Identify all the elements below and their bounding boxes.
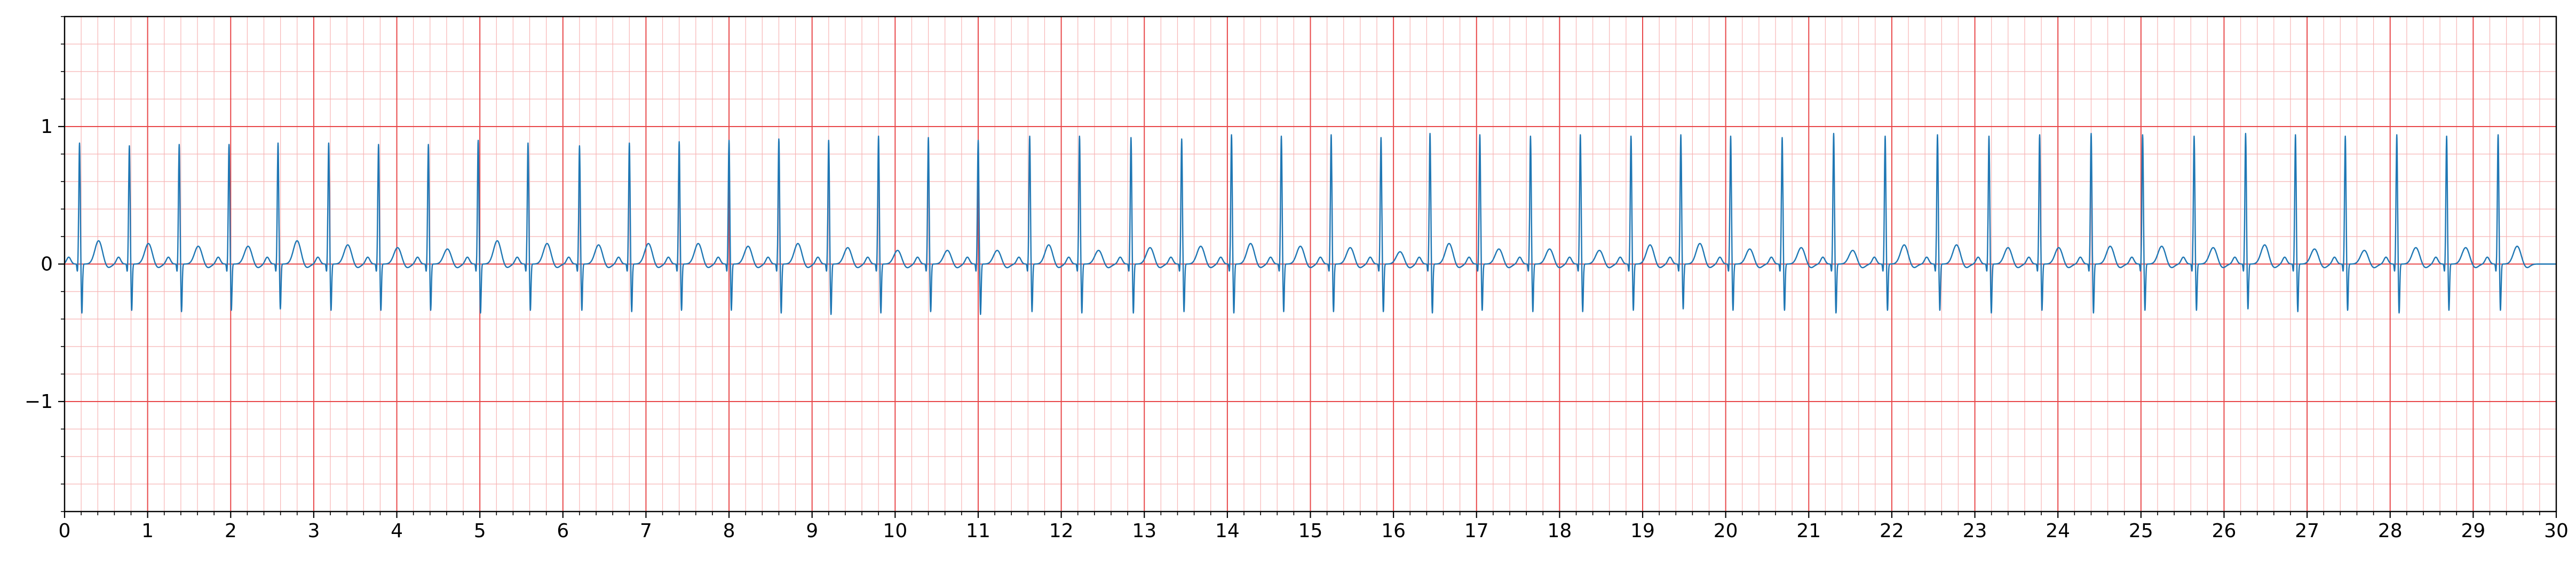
- x-tick-label: 17: [1464, 520, 1489, 542]
- series-layer: [64, 132, 2557, 315]
- x-tick-label: 29: [2461, 520, 2485, 542]
- ticks-layer: 0 1 2 3 4 5 6 7 8 9 10 11 12 13 14 15 16 17 18 19 20 21 22 23 24…: [25, 16, 2569, 542]
- x-tick-label: 10: [883, 520, 907, 542]
- x-tick-label: 18: [1547, 520, 1572, 542]
- ecg-trace: [64, 132, 2557, 315]
- x-tick-label: 9: [806, 520, 818, 542]
- x-tick-label: 12: [1049, 520, 1074, 542]
- x-tick-label: 11: [966, 520, 990, 542]
- x-tick-label: 7: [640, 520, 652, 542]
- x-tick-label: 15: [1298, 520, 1323, 542]
- x-tick-label: 4: [391, 520, 403, 542]
- x-tick-label: 14: [1215, 520, 1240, 542]
- x-tick-label: 22: [1880, 520, 1904, 542]
- x-tick-label: 30: [2544, 520, 2569, 542]
- x-tick-label: 0: [59, 520, 71, 542]
- x-tick-label: 23: [1963, 520, 1987, 542]
- x-tick-label: 5: [474, 520, 486, 542]
- x-tick-label: 3: [307, 520, 320, 542]
- major-grid: [64, 17, 2557, 512]
- x-tick-label: 6: [557, 520, 569, 542]
- x-tick-label: 19: [1630, 520, 1655, 542]
- x-tick-label: 28: [2378, 520, 2403, 542]
- x-tick-label: 27: [2295, 520, 2319, 542]
- x-tick-label: 26: [2212, 520, 2237, 542]
- x-tick-label: 1: [141, 520, 154, 542]
- x-tick-label: 24: [2046, 520, 2070, 542]
- x-tick-label: 21: [1796, 520, 1821, 542]
- x-tick-label: 20: [1714, 520, 1738, 542]
- x-tick-label: 8: [723, 520, 735, 542]
- y-tick-label: 1: [41, 116, 53, 138]
- x-tick-label: 16: [1381, 520, 1406, 542]
- y-tick-label: −1: [25, 391, 53, 413]
- y-tick-label: 0: [41, 254, 53, 276]
- x-tick-label: 25: [2129, 520, 2153, 542]
- x-tick-label: 2: [225, 520, 237, 542]
- x-tick-label: 13: [1132, 520, 1156, 542]
